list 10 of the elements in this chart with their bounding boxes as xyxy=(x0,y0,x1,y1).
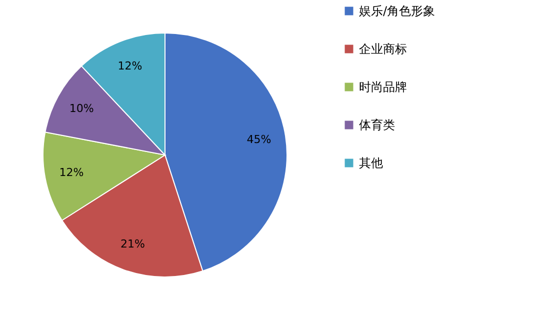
data-label: 10% xyxy=(69,102,94,116)
legend-label: 其他 xyxy=(359,156,383,170)
legend-label: 娱乐/角色形象 xyxy=(359,4,436,18)
data-label: 21% xyxy=(120,238,145,251)
data-label: 12% xyxy=(118,60,142,73)
legend-label: 企业商标 xyxy=(359,42,407,56)
legend-label: 体育类 xyxy=(359,118,395,132)
legend-label: 时尚品牌 xyxy=(359,80,407,94)
data-label: 45% xyxy=(246,133,272,146)
data-label: 12% xyxy=(59,166,84,179)
